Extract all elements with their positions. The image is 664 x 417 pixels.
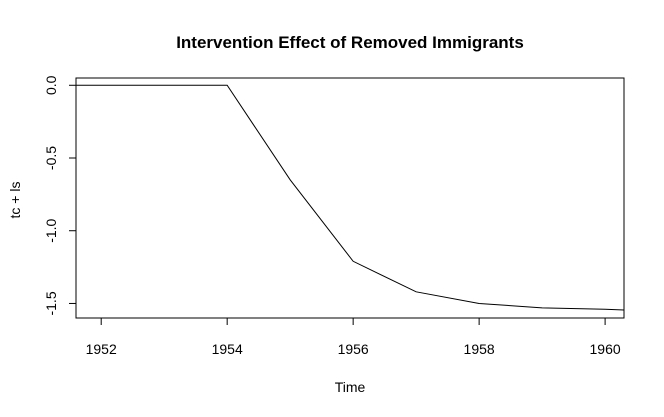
- y-tick-label: -1.5: [43, 291, 59, 315]
- plot-frame: [75, 77, 625, 319]
- y-tick-label: -1.0: [43, 218, 59, 242]
- series-layer: [76, 84, 625, 311]
- x-tick-label: 1952: [86, 341, 117, 357]
- x-tick-label: 1956: [338, 341, 369, 357]
- x-tick-label: 1958: [464, 341, 495, 357]
- chart-title: Intervention Effect of Removed Immigrant…: [176, 33, 524, 52]
- y-tick-label: -0.5: [43, 146, 59, 170]
- y-axis-label: tc + ls: [7, 182, 23, 219]
- x-tick-label: 1954: [212, 341, 243, 357]
- x-axis: 1952 1954 1956 1958 1960: [86, 318, 621, 357]
- x-tick-label: 1960: [590, 341, 621, 357]
- y-tick-label: 0.0: [43, 75, 59, 95]
- series-line: [76, 84, 625, 311]
- y-axis: 0.0 -0.5 -1.0 -1.5: [43, 75, 76, 316]
- x-axis-label: Time: [335, 379, 366, 395]
